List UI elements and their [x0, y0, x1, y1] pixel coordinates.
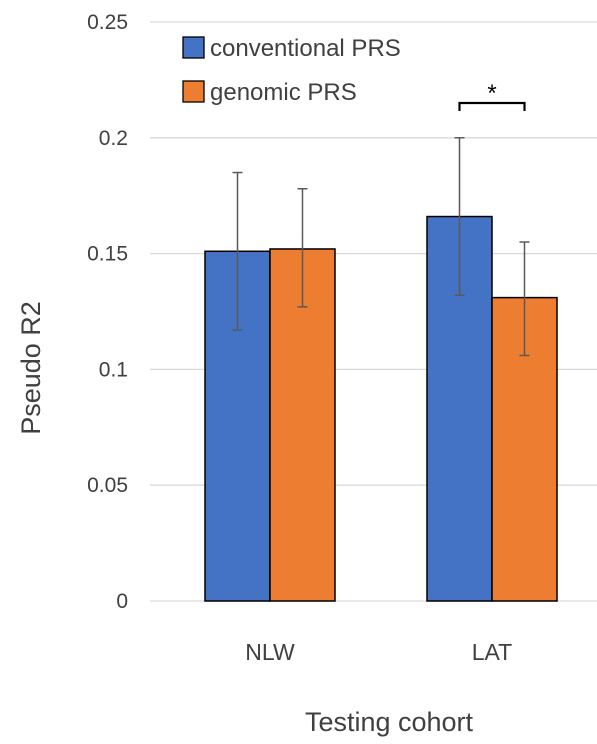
legend: conventional PRS genomic PRS	[182, 35, 401, 106]
legend-label: genomic PRS	[210, 79, 357, 106]
y-tick-label: 0.2	[99, 127, 128, 150]
error-bars	[232, 137, 530, 357]
legend-label: conventional PRS	[210, 35, 401, 62]
bars	[204, 215, 558, 602]
legend-swatch	[182, 36, 205, 59]
x-axis-categories: NLW LAT	[245, 639, 512, 665]
legend-swatch	[182, 80, 205, 103]
y-tick-label: 0.15	[87, 243, 128, 266]
y-tick-label: 0.25	[87, 11, 128, 34]
y-tick-label: 0.05	[87, 474, 128, 497]
x-tick-label: NLW	[245, 639, 295, 665]
y-axis-ticks: 0 0.05 0.1 0.15 0.2 0.25	[87, 11, 128, 613]
x-axis-title: Testing cohort	[305, 707, 474, 737]
y-tick-label: 0	[116, 590, 128, 613]
y-tick-label: 0.1	[99, 358, 128, 381]
y-axis-title: Pseudo R2	[16, 301, 46, 435]
significance-bracket	[458, 101, 526, 111]
x-tick-label: LAT	[472, 639, 512, 665]
significance-star: *	[487, 80, 496, 107]
significance-annotations: *	[458, 80, 526, 111]
bar-nlw-genomic	[269, 248, 336, 602]
